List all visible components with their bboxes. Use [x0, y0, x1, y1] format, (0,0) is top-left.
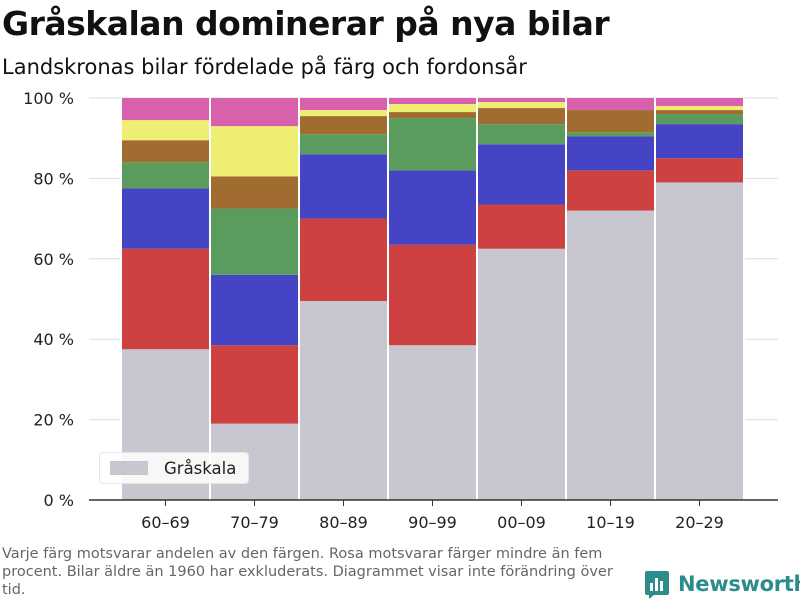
bar-segment: [388, 244, 477, 346]
bar-segment: [210, 345, 299, 424]
bar-segment: [655, 158, 744, 183]
x-tick-label: 60–69: [141, 513, 190, 532]
bar-segment: [655, 182, 744, 501]
bar-segment: [566, 136, 655, 171]
bar-segment: [477, 98, 566, 103]
bar-segment: [299, 134, 388, 155]
chart-legend: Gråskala: [99, 452, 249, 484]
bar-segment: [566, 110, 655, 133]
bar-segment: [388, 118, 477, 171]
bar-segment: [477, 102, 566, 109]
bar-segment: [210, 274, 299, 346]
bar-segment: [388, 170, 477, 245]
bar-segment: [210, 98, 299, 127]
bar-segment: [299, 154, 388, 219]
y-tick-label: 20 %: [33, 411, 74, 430]
chart-subtitle: Landskronas bilar fördelade på färg och …: [2, 55, 527, 79]
bar-segment: [299, 218, 388, 302]
bar-segment: [566, 98, 655, 111]
y-tick-label: 80 %: [33, 169, 74, 188]
bar-segment: [121, 162, 210, 189]
bar-segment: [477, 248, 566, 500]
bar-segment: [210, 126, 299, 177]
x-tick-label: 70–79: [230, 513, 279, 532]
bar-chart-logo-icon: [645, 571, 669, 599]
bar-segment: [566, 210, 655, 500]
bar-segment: [477, 144, 566, 205]
bar-segment: [388, 345, 477, 500]
bar-segment: [299, 301, 388, 500]
y-tick-label: 100 %: [23, 89, 74, 108]
bar-segment: [655, 98, 744, 107]
chart-title: Gråskalan dominerar på nya bilar: [2, 4, 610, 43]
bar-segment: [210, 176, 299, 209]
brand-name: Newsworthy: [678, 572, 800, 596]
bar-segment: [477, 124, 566, 145]
bar-segment: [121, 140, 210, 163]
x-tick-label: 20–29: [675, 513, 724, 532]
bar-segment: [655, 124, 744, 159]
x-tick-label: 80–89: [319, 513, 368, 532]
x-tick-label: 00–09: [497, 513, 546, 532]
bar-segment: [299, 110, 388, 117]
bar-segment: [388, 104, 477, 113]
y-tick-label: 60 %: [33, 250, 74, 269]
x-tick-label: 10–19: [586, 513, 635, 532]
x-tick-label: 90–99: [408, 513, 457, 532]
bar-segment: [388, 112, 477, 119]
bar-segment: [121, 120, 210, 141]
legend-swatch-graskala: [110, 461, 148, 475]
bar-segment: [121, 98, 210, 121]
bar-segment: [566, 170, 655, 211]
bar-segment: [655, 114, 744, 125]
bar-segment: [477, 108, 566, 125]
y-tick-label: 40 %: [33, 330, 74, 349]
footnote: Varje färg motsvarar andelen av den färg…: [2, 546, 613, 598]
y-tick-label: 0 %: [44, 491, 74, 510]
bar-segment: [299, 116, 388, 135]
bar-segment: [477, 204, 566, 249]
bar-segment: [299, 98, 388, 111]
bar-segment: [655, 110, 744, 115]
bar-segment: [388, 98, 477, 105]
bar-segment: [566, 132, 655, 137]
bar-segment: [121, 188, 210, 249]
bar-segment: [210, 208, 299, 275]
legend-label-graskala: Gråskala: [164, 458, 237, 478]
bar-segment: [655, 106, 744, 111]
brand-logo[interactable]: Newsworthy: [644, 569, 800, 599]
bar-segment: [121, 248, 210, 350]
